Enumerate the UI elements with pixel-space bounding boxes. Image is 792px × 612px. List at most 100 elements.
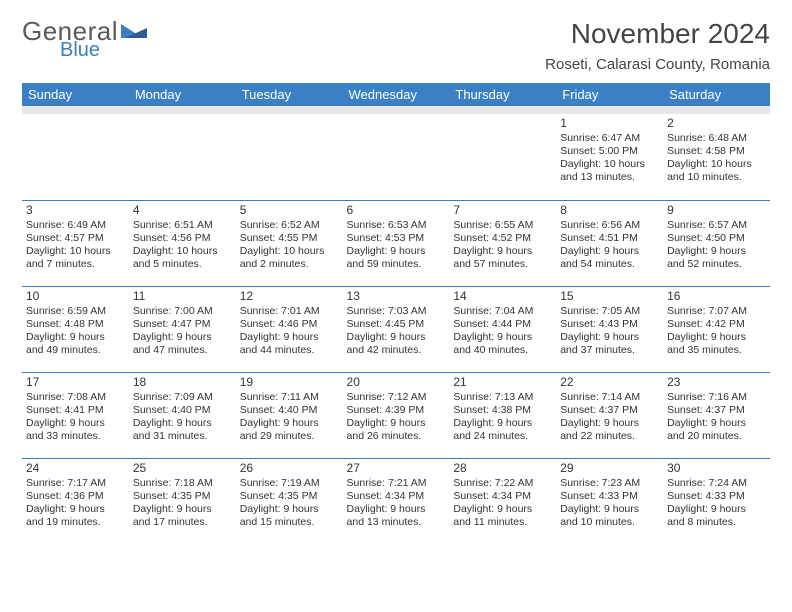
sunset-text: Sunset: 4:56 PM bbox=[133, 232, 232, 245]
daylight-text: Daylight: 9 hours and 37 minutes. bbox=[560, 331, 659, 357]
week-row: 24Sunrise: 7:17 AMSunset: 4:36 PMDayligh… bbox=[22, 458, 770, 544]
sunset-text: Sunset: 4:33 PM bbox=[667, 490, 766, 503]
day-header-row: Sunday Monday Tuesday Wednesday Thursday… bbox=[22, 83, 770, 106]
sunset-text: Sunset: 4:33 PM bbox=[560, 490, 659, 503]
day-number: 27 bbox=[347, 461, 446, 476]
sunset-text: Sunset: 4:40 PM bbox=[240, 404, 339, 417]
day-number: 20 bbox=[347, 375, 446, 390]
daylight-text: Daylight: 9 hours and 42 minutes. bbox=[347, 331, 446, 357]
daylight-text: Daylight: 10 hours and 2 minutes. bbox=[240, 245, 339, 271]
daylight-text: Daylight: 9 hours and 40 minutes. bbox=[453, 331, 552, 357]
sunrise-text: Sunrise: 7:08 AM bbox=[26, 391, 125, 404]
day-number: 5 bbox=[240, 203, 339, 218]
sunset-text: Sunset: 4:50 PM bbox=[667, 232, 766, 245]
day-number: 29 bbox=[560, 461, 659, 476]
day-cell: 6Sunrise: 6:53 AMSunset: 4:53 PMDaylight… bbox=[343, 200, 450, 286]
daylight-text: Daylight: 10 hours and 10 minutes. bbox=[667, 158, 766, 184]
daylight-text: Daylight: 9 hours and 15 minutes. bbox=[240, 503, 339, 529]
sunrise-text: Sunrise: 7:24 AM bbox=[667, 477, 766, 490]
sunset-text: Sunset: 4:37 PM bbox=[667, 404, 766, 417]
month-title: November 2024 bbox=[545, 18, 770, 50]
sunrise-text: Sunrise: 7:21 AM bbox=[347, 477, 446, 490]
day-cell: 27Sunrise: 7:21 AMSunset: 4:34 PMDayligh… bbox=[343, 458, 450, 544]
sunset-text: Sunset: 4:48 PM bbox=[26, 318, 125, 331]
day-cell: 16Sunrise: 7:07 AMSunset: 4:42 PMDayligh… bbox=[663, 286, 770, 372]
day-number: 24 bbox=[26, 461, 125, 476]
day-header: Wednesday bbox=[343, 83, 450, 106]
day-number: 16 bbox=[667, 289, 766, 304]
sunrise-text: Sunrise: 7:12 AM bbox=[347, 391, 446, 404]
day-number: 11 bbox=[133, 289, 232, 304]
daylight-text: Daylight: 9 hours and 57 minutes. bbox=[453, 245, 552, 271]
day-number: 15 bbox=[560, 289, 659, 304]
daylight-text: Daylight: 9 hours and 44 minutes. bbox=[240, 331, 339, 357]
spacer-row bbox=[22, 106, 770, 114]
day-cell: 9Sunrise: 6:57 AMSunset: 4:50 PMDaylight… bbox=[663, 200, 770, 286]
week-row: 1Sunrise: 6:47 AMSunset: 5:00 PM Daylight… bbox=[22, 114, 770, 200]
day-cell: 20Sunrise: 7:12 AMSunset: 4:39 PMDayligh… bbox=[343, 372, 450, 458]
sunset-text: Sunset: 4:53 PM bbox=[347, 232, 446, 245]
sunset-text: Sunset: 4:46 PM bbox=[240, 318, 339, 331]
daylight-text: Daylight: 9 hours and 35 minutes. bbox=[667, 331, 766, 357]
calendar-table: Sunday Monday Tuesday Wednesday Thursday… bbox=[22, 83, 770, 544]
sunrise-text: Sunrise: 6:57 AM bbox=[667, 219, 766, 232]
day-number: 23 bbox=[667, 375, 766, 390]
sunset-text: Sunset: 4:37 PM bbox=[560, 404, 659, 417]
day-number: 21 bbox=[453, 375, 552, 390]
daylight-text: Daylight: 9 hours and 24 minutes. bbox=[453, 417, 552, 443]
sunrise-text: Sunrise: 7:19 AM bbox=[240, 477, 339, 490]
sunrise-text: Sunrise: 6:47 AM bbox=[560, 132, 659, 145]
daylight-text: Daylight: 9 hours and 13 minutes. bbox=[347, 503, 446, 529]
sunrise-text: Sunrise: 6:55 AM bbox=[453, 219, 552, 232]
day-number: 17 bbox=[26, 375, 125, 390]
sunrise-text: Sunrise: 7:00 AM bbox=[133, 305, 232, 318]
daylight-text: Daylight: 9 hours and 52 minutes. bbox=[667, 245, 766, 271]
day-number: 8 bbox=[560, 203, 659, 218]
day-number: 4 bbox=[133, 203, 232, 218]
sunrise-text: Sunrise: 7:04 AM bbox=[453, 305, 552, 318]
sunrise-text: Sunrise: 7:23 AM bbox=[560, 477, 659, 490]
sunrise-text: Sunrise: 7:09 AM bbox=[133, 391, 232, 404]
day-number: 26 bbox=[240, 461, 339, 476]
day-cell: 5Sunrise: 6:52 AMSunset: 4:55 PMDaylight… bbox=[236, 200, 343, 286]
daylight-text: Daylight: 10 hours and 5 minutes. bbox=[133, 245, 232, 271]
day-cell: 28Sunrise: 7:22 AMSunset: 4:34 PMDayligh… bbox=[449, 458, 556, 544]
sunrise-text: Sunrise: 6:56 AM bbox=[560, 219, 659, 232]
day-number: 1 bbox=[560, 116, 659, 131]
sunset-text: Sunset: 4:38 PM bbox=[453, 404, 552, 417]
sunset-text: Sunset: 4:44 PM bbox=[453, 318, 552, 331]
title-block: November 2024 Roseti, Calarasi County, R… bbox=[545, 18, 770, 73]
sunrise-text: Sunrise: 7:01 AM bbox=[240, 305, 339, 318]
daylight-text: Daylight: 9 hours and 31 minutes. bbox=[133, 417, 232, 443]
sunset-text: Sunset: 4:34 PM bbox=[347, 490, 446, 503]
day-header: Tuesday bbox=[236, 83, 343, 106]
sunrise-text: Sunrise: 7:18 AM bbox=[133, 477, 232, 490]
sunrise-text: Sunrise: 6:52 AM bbox=[240, 219, 339, 232]
day-number: 13 bbox=[347, 289, 446, 304]
sunset-text: Sunset: 4:36 PM bbox=[26, 490, 125, 503]
day-header: Thursday bbox=[449, 83, 556, 106]
day-cell bbox=[129, 114, 236, 200]
day-cell bbox=[449, 114, 556, 200]
day-number: 22 bbox=[560, 375, 659, 390]
daylight-text: Daylight: 9 hours and 11 minutes. bbox=[453, 503, 552, 529]
sunset-text: Sunset: 4:35 PM bbox=[240, 490, 339, 503]
sunrise-text: Sunrise: 6:51 AM bbox=[133, 219, 232, 232]
sunrise-text: Sunrise: 7:05 AM bbox=[560, 305, 659, 318]
week-row: 10Sunrise: 6:59 AMSunset: 4:48 PMDayligh… bbox=[22, 286, 770, 372]
daylight-text: Daylight: 9 hours and 22 minutes. bbox=[560, 417, 659, 443]
sunset-text: Sunset: 5:00 PM bbox=[560, 145, 659, 158]
daylight-text: Daylight: 9 hours and 33 minutes. bbox=[26, 417, 125, 443]
sunrise-text: Sunrise: 7:22 AM bbox=[453, 477, 552, 490]
daylight-text: Daylight: 9 hours and 19 minutes. bbox=[26, 503, 125, 529]
sunrise-text: Sunrise: 6:59 AM bbox=[26, 305, 125, 318]
daylight-text: Daylight: 9 hours and 59 minutes. bbox=[347, 245, 446, 271]
day-cell: 21Sunrise: 7:13 AMSunset: 4:38 PMDayligh… bbox=[449, 372, 556, 458]
day-cell: 10Sunrise: 6:59 AMSunset: 4:48 PMDayligh… bbox=[22, 286, 129, 372]
sunrise-text: Sunrise: 6:48 AM bbox=[667, 132, 766, 145]
daylight-text: Daylight: 9 hours and 8 minutes. bbox=[667, 503, 766, 529]
day-number: 18 bbox=[133, 375, 232, 390]
daylight-text: Daylight: 9 hours and 54 minutes. bbox=[560, 245, 659, 271]
daylight-text: Daylight: 9 hours and 10 minutes. bbox=[560, 503, 659, 529]
daylight-text: Daylight: 9 hours and 17 minutes. bbox=[133, 503, 232, 529]
